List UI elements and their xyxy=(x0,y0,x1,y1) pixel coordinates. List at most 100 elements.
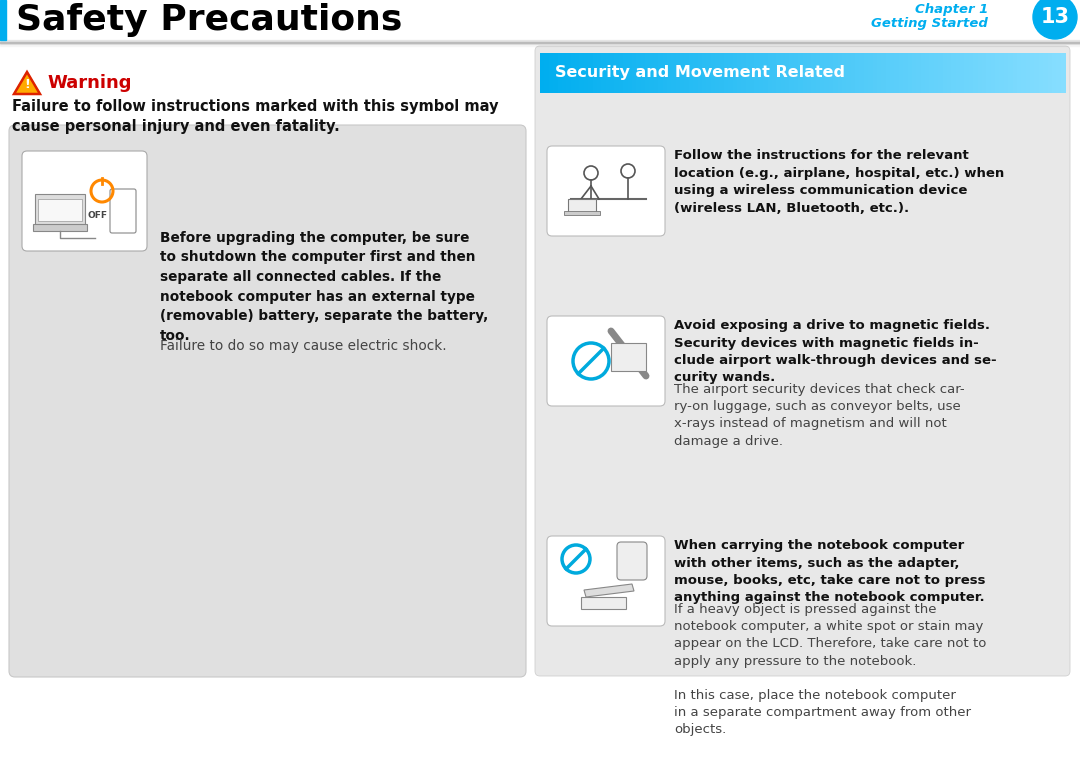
Bar xyxy=(951,53,957,93)
Bar xyxy=(868,53,874,93)
Bar xyxy=(0,42,1080,44)
Bar xyxy=(593,53,598,93)
Bar xyxy=(672,53,677,93)
Bar xyxy=(728,53,733,93)
Bar xyxy=(706,53,712,93)
Bar xyxy=(1008,53,1013,93)
Bar xyxy=(1003,53,1009,93)
Bar xyxy=(772,53,778,93)
Bar xyxy=(575,53,580,93)
Bar xyxy=(606,53,611,93)
Bar xyxy=(1013,53,1017,93)
Bar xyxy=(903,53,908,93)
Bar xyxy=(833,53,838,93)
Bar xyxy=(645,53,650,93)
Text: !: ! xyxy=(24,78,30,91)
Bar xyxy=(777,53,782,93)
Bar xyxy=(680,53,686,93)
Bar xyxy=(977,53,983,93)
Bar xyxy=(632,53,637,93)
Bar xyxy=(864,53,869,93)
Bar xyxy=(702,53,707,93)
Text: OFF: OFF xyxy=(87,211,107,221)
Bar xyxy=(934,53,940,93)
Bar xyxy=(912,53,917,93)
Bar xyxy=(973,53,978,93)
Bar xyxy=(956,53,961,93)
Bar xyxy=(794,53,799,93)
Bar xyxy=(886,53,891,93)
Bar xyxy=(553,53,558,93)
Bar xyxy=(999,53,1004,93)
Bar xyxy=(754,53,759,93)
Bar xyxy=(33,224,87,231)
Bar xyxy=(764,53,769,93)
Bar xyxy=(1030,53,1036,93)
Text: The airport security devices that check car-
ry-on luggage, such as conveyor bel: The airport security devices that check … xyxy=(674,383,964,447)
Text: Failure to do so may cause electric shock.: Failure to do so may cause electric shoc… xyxy=(160,339,447,353)
Bar xyxy=(627,53,633,93)
Bar xyxy=(947,53,953,93)
Polygon shape xyxy=(584,584,634,597)
Bar xyxy=(719,53,725,93)
Bar xyxy=(1022,53,1027,93)
FancyBboxPatch shape xyxy=(546,316,665,406)
Bar xyxy=(890,53,895,93)
Bar xyxy=(649,53,654,93)
Bar xyxy=(540,53,545,93)
FancyBboxPatch shape xyxy=(617,542,647,580)
Bar xyxy=(636,53,642,93)
Bar xyxy=(982,53,987,93)
Bar xyxy=(676,53,681,93)
Bar xyxy=(824,53,829,93)
Bar xyxy=(597,53,603,93)
Text: Security and Movement Related: Security and Movement Related xyxy=(555,66,845,80)
Bar xyxy=(1017,53,1023,93)
Bar xyxy=(860,53,865,93)
Bar xyxy=(768,53,773,93)
Bar xyxy=(698,53,703,93)
Polygon shape xyxy=(14,72,40,94)
Bar xyxy=(802,53,808,93)
Bar xyxy=(584,53,589,93)
Bar xyxy=(930,53,935,93)
Bar xyxy=(916,53,921,93)
Bar xyxy=(693,53,699,93)
Bar xyxy=(581,597,626,609)
Text: When carrying the notebook computer
with other items, such as the adapter,
mouse: When carrying the notebook computer with… xyxy=(674,539,986,604)
Bar xyxy=(562,53,567,93)
Bar xyxy=(881,53,887,93)
Bar xyxy=(943,53,948,93)
Text: Before upgrading the computer, be sure
to shutdown the computer first and then
s: Before upgrading the computer, be sure t… xyxy=(160,231,488,342)
Text: 13: 13 xyxy=(1040,7,1069,27)
Bar xyxy=(566,53,571,93)
Bar xyxy=(877,53,882,93)
Bar xyxy=(568,199,596,213)
Bar xyxy=(619,53,624,93)
FancyBboxPatch shape xyxy=(535,46,1070,676)
Bar xyxy=(0,0,1080,40)
Text: Chapter 1: Chapter 1 xyxy=(915,4,988,17)
Text: Follow the instructions for the relevant
location (e.g., airplane, hospital, etc: Follow the instructions for the relevant… xyxy=(674,149,1004,214)
Bar xyxy=(798,53,804,93)
FancyBboxPatch shape xyxy=(546,536,665,626)
Bar xyxy=(1039,53,1044,93)
Bar xyxy=(855,53,861,93)
Bar xyxy=(623,53,629,93)
Text: Failure to follow instructions marked with this symbol may
cause personal injury: Failure to follow instructions marked wi… xyxy=(12,99,499,134)
Bar xyxy=(689,53,694,93)
Bar xyxy=(557,53,563,93)
Bar xyxy=(579,53,584,93)
Bar xyxy=(544,53,550,93)
Bar xyxy=(570,53,576,93)
Bar xyxy=(640,53,646,93)
Bar xyxy=(811,53,816,93)
Bar xyxy=(724,53,729,93)
Bar xyxy=(564,211,600,215)
Bar xyxy=(781,53,786,93)
Bar xyxy=(789,53,795,93)
Bar xyxy=(745,53,751,93)
Bar xyxy=(964,53,970,93)
Bar xyxy=(960,53,966,93)
Bar xyxy=(0,0,6,40)
